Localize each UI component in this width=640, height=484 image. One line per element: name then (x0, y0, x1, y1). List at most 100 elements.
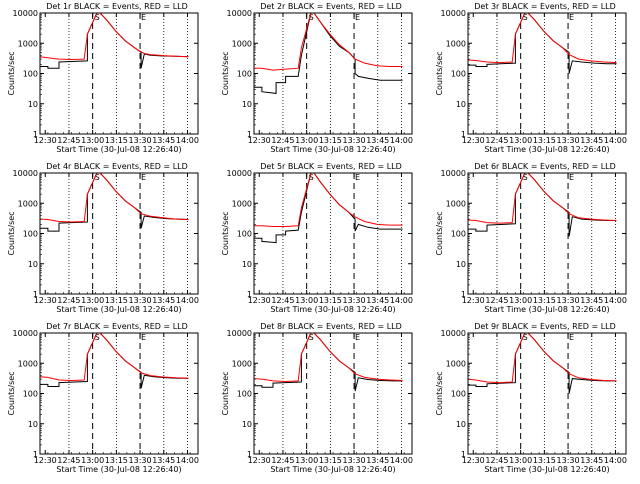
y-tick-label: 10 (456, 260, 466, 269)
events-series-line (468, 173, 617, 237)
chart-title: Det 7r BLACK = Events, RED = LLD (46, 322, 188, 331)
x-tick-label: 13:30 (129, 136, 152, 145)
y-axis-label: Counts/sec (7, 51, 16, 95)
lld-series-line (468, 13, 617, 64)
x-tick-label: 13:00 (509, 296, 532, 305)
y-tick-label: 100 (451, 70, 466, 79)
detector-panel-4: Det 4r BLACK = Events, RED = LLD S E 1 10 100… (7, 162, 199, 314)
lld-series-line (254, 333, 403, 383)
events-series-line (40, 173, 189, 232)
detector-panel-7: Det 7r BLACK = Events, RED = LLD S E 1 10 100… (7, 322, 199, 474)
plot-frame (467, 172, 627, 295)
x-tick-label: 13:45 (580, 296, 603, 305)
x-tick-label: 12:30 (462, 296, 485, 305)
y-tick-label: 1 (461, 450, 466, 459)
detector-panel-3: Det 3r BLACK = Events, RED = LLD S E 1 10 100… (435, 2, 627, 154)
flare-start-marker: S (523, 173, 528, 182)
detector-panel-6: Det 6r BLACK = Events, RED = LLD S E 1 10 100… (435, 162, 627, 314)
x-tick-label: 14:00 (390, 296, 413, 305)
x-tick-label: 13:30 (343, 296, 366, 305)
plot-frame (253, 332, 413, 455)
x-tick-label: 13:45 (580, 456, 603, 465)
y-axis-label: Counts/sec (221, 51, 230, 95)
y-tick-label: 100 (237, 390, 252, 399)
flare-end-marker: E (355, 13, 360, 22)
y-tick-label: 1000 (446, 39, 466, 48)
x-tick-label: 13:00 (295, 456, 318, 465)
x-tick-label: 13:15 (533, 136, 556, 145)
y-tick-label: 10 (28, 420, 38, 429)
x-tick-label: 13:30 (343, 136, 366, 145)
y-tick-label: 100 (23, 230, 38, 239)
x-tick-label: 13:30 (129, 456, 152, 465)
flare-start-marker: S (523, 13, 528, 22)
plot-frame (39, 172, 199, 295)
x-tick-label: 13:00 (81, 296, 104, 305)
chart-title: Det 1r BLACK = Events, RED = LLD (46, 2, 188, 11)
x-axis-label: Start Time (30-Jul-08 12:26:40) (270, 305, 395, 314)
y-tick-label: 1000 (232, 199, 252, 208)
x-tick-label: 13:45 (366, 456, 389, 465)
flare-start-marker: S (95, 13, 100, 22)
flare-start-marker: S (95, 333, 100, 342)
y-tick-label: 10 (242, 420, 252, 429)
x-tick-label: 13:00 (81, 136, 104, 145)
y-tick-label: 1 (33, 290, 38, 299)
y-tick-label: 10000 (13, 329, 38, 338)
events-series-line (468, 13, 617, 74)
x-tick-label: 13:30 (557, 296, 580, 305)
chart-title: Det 3r BLACK = Events, RED = LLD (474, 2, 616, 11)
events-series-line (468, 333, 617, 394)
x-tick-label: 13:15 (319, 296, 342, 305)
flare-end-marker: E (569, 13, 574, 22)
x-tick-label: 14:00 (176, 136, 199, 145)
x-tick-label: 14:00 (604, 456, 627, 465)
y-axis-label: Counts/sec (221, 211, 230, 255)
y-tick-label: 10000 (441, 9, 466, 18)
chart-title: Det 4r BLACK = Events, RED = LLD (46, 162, 188, 171)
y-tick-label: 1000 (232, 359, 252, 368)
lld-series-line (40, 13, 189, 61)
flare-end-marker: E (141, 13, 146, 22)
x-tick-label: 13:00 (509, 456, 532, 465)
x-axis-label: Start Time (30-Jul-08 12:26:40) (484, 145, 609, 154)
flare-end-marker: E (355, 333, 360, 342)
events-series-line (254, 333, 403, 392)
x-tick-label: 12:30 (34, 136, 57, 145)
y-tick-label: 10 (456, 420, 466, 429)
x-tick-label: 13:15 (319, 456, 342, 465)
x-tick-label: 14:00 (604, 136, 627, 145)
events-series-line (40, 13, 189, 69)
lld-series-line (254, 13, 403, 71)
x-tick-label: 13:45 (366, 296, 389, 305)
y-tick-label: 100 (23, 70, 38, 79)
x-tick-label: 12:45 (57, 456, 80, 465)
y-tick-label: 10 (242, 100, 252, 109)
events-series-line (254, 173, 403, 244)
y-tick-label: 1000 (232, 39, 252, 48)
y-tick-label: 10000 (13, 169, 38, 178)
chart-title: Det 5r BLACK = Events, RED = LLD (260, 162, 402, 171)
plot-frame (467, 332, 627, 455)
x-tick-label: 13:45 (152, 296, 175, 305)
y-tick-label: 1000 (18, 199, 38, 208)
x-tick-label: 12:45 (271, 456, 294, 465)
y-tick-label: 10000 (227, 9, 252, 18)
flare-end-marker: E (141, 333, 146, 342)
y-tick-label: 10 (456, 100, 466, 109)
x-tick-label: 13:15 (533, 296, 556, 305)
x-axis-label: Start Time (30-Jul-08 12:26:40) (484, 305, 609, 314)
detector-panel-5: Det 5r BLACK = Events, RED = LLD S E 1 10 100… (221, 162, 413, 314)
x-tick-label: 12:30 (34, 296, 57, 305)
y-tick-label: 1 (33, 450, 38, 459)
x-axis-label: Start Time (30-Jul-08 12:26:40) (270, 145, 395, 154)
chart-title: Det 6r BLACK = Events, RED = LLD (474, 162, 616, 171)
x-tick-label: 12:30 (248, 296, 271, 305)
x-tick-label: 12:30 (248, 136, 271, 145)
plot-frame (39, 12, 199, 135)
y-tick-label: 100 (451, 230, 466, 239)
flare-end-marker: E (569, 173, 574, 182)
detector-panel-2: Det 2r BLACK = Events, RED = LLD S E 1 10 100… (221, 2, 413, 154)
